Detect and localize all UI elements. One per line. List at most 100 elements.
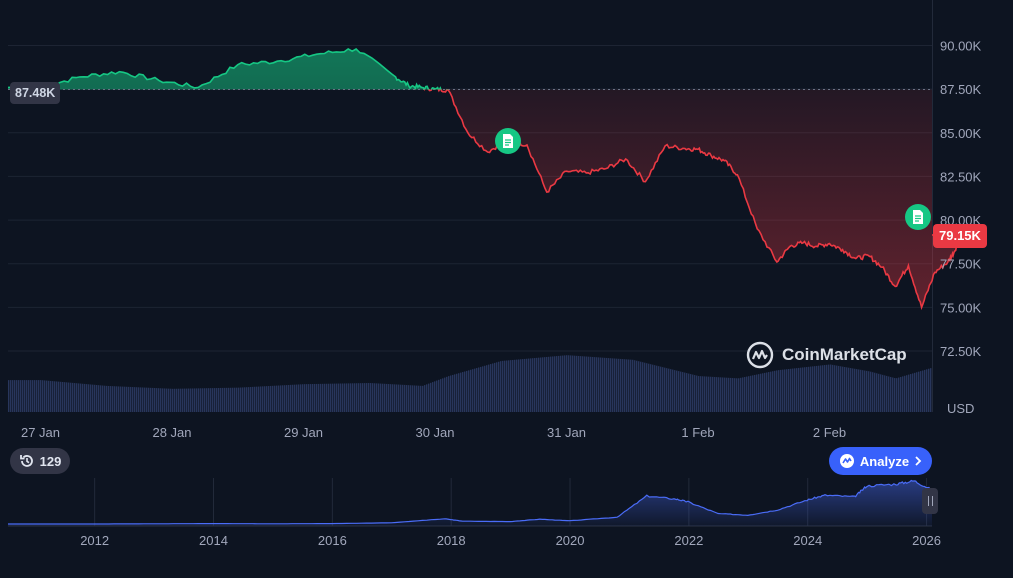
ai-sparkle-icon (839, 454, 854, 468)
volume-bar (862, 370, 864, 412)
volume-bar (680, 371, 682, 412)
volume-bar (894, 378, 896, 412)
history-count: 129 (39, 453, 62, 469)
range-drag-handle[interactable] (922, 488, 938, 514)
volume-bar (176, 388, 178, 412)
news-marker-icon[interactable] (495, 128, 521, 154)
volume-bar (504, 360, 506, 412)
x-tick-label: 29 Jan (284, 425, 323, 440)
volume-bar (320, 383, 322, 412)
volume-bar (824, 365, 826, 412)
y-axis-ticks: 90.00K87.50K85.00K82.50K80.00K77.50K75.0… (940, 39, 982, 360)
volume-bar (244, 387, 246, 412)
volume-bar (790, 368, 792, 412)
volume-bar (374, 383, 376, 412)
volume-bar (94, 384, 96, 412)
volume-bar (462, 372, 464, 412)
volume-bar (16, 380, 18, 412)
volume-bar (524, 358, 526, 412)
volume-bar (696, 375, 698, 412)
volume-bar (414, 385, 416, 412)
volume-bar (276, 385, 278, 412)
volume-bar (284, 385, 286, 412)
overview-year-label: 2016 (318, 533, 347, 548)
volume-bar (776, 370, 778, 412)
volume-bar (364, 383, 366, 412)
volume-bar (930, 368, 932, 412)
volume-bar (20, 380, 22, 412)
volume-bar (498, 361, 500, 412)
volume-bar (664, 367, 666, 412)
volume-bar (478, 367, 480, 412)
volume-bar (540, 357, 542, 412)
volume-bar (122, 386, 124, 412)
volume-bar (722, 377, 724, 412)
volume-bar (438, 379, 440, 412)
volume-bar (714, 376, 716, 412)
overview-year-label: 2020 (556, 533, 585, 548)
volume-bar (568, 355, 570, 412)
volume-bar (644, 362, 646, 412)
volume-bar (904, 375, 906, 412)
volume-bar (92, 384, 94, 412)
volume-bar (224, 387, 226, 412)
volume-bar (620, 358, 622, 412)
analyze-button[interactable]: Analyze (829, 447, 932, 475)
volume-bar (606, 357, 608, 412)
volume-bar (160, 388, 162, 412)
history-button[interactable]: 129 (10, 448, 70, 474)
volume-bar (152, 387, 154, 412)
volume-bar (494, 362, 496, 412)
volume-bar (148, 387, 150, 412)
volume-bar (616, 358, 618, 412)
volume-bar (870, 371, 872, 412)
volume-bar (576, 355, 578, 412)
volume-bar (676, 370, 678, 412)
volume-bar (864, 370, 866, 412)
volume-bar (656, 365, 658, 412)
volume-bar (798, 367, 800, 412)
volume-bar (554, 356, 556, 412)
volume-bar (816, 365, 818, 412)
volume-bar (460, 372, 462, 412)
volume-bar (704, 376, 706, 412)
volume-bar (834, 365, 836, 412)
volume-bar (488, 364, 490, 412)
volume-bar (586, 356, 588, 412)
history-icon (19, 455, 33, 467)
volume-bar (812, 366, 814, 412)
volume-bar (502, 360, 504, 412)
volume-bar (558, 355, 560, 412)
volume-bar (782, 369, 784, 412)
volume-bar (640, 361, 642, 412)
volume-bar (78, 383, 80, 412)
volume-bar (286, 385, 288, 412)
volume-bar (340, 383, 342, 412)
x-tick-label: 28 Jan (152, 425, 191, 440)
overview-year-label: 2022 (674, 533, 703, 548)
volume-bar (74, 383, 76, 412)
volume-bar (138, 387, 140, 412)
price-area-up (8, 48, 441, 90)
overview-year-label: 2024 (793, 533, 822, 548)
y-tick-label: 77.50K (940, 257, 982, 272)
volume-bar (274, 385, 276, 412)
volume-bar (110, 386, 112, 412)
volume-bar (180, 388, 182, 412)
volume-bar (506, 360, 508, 412)
volume-bar (804, 367, 806, 412)
volume-bar (406, 385, 408, 412)
volume-bar (612, 358, 614, 412)
volume-bar (386, 383, 388, 412)
volume-bar (720, 377, 722, 412)
news-marker-icon[interactable] (905, 204, 931, 230)
volume-bar (38, 380, 40, 412)
volume-bar (142, 387, 144, 412)
volume-bar (846, 367, 848, 412)
volume-bar (208, 388, 210, 412)
volume-bar (544, 357, 546, 412)
volume-bar (382, 383, 384, 412)
volume-bar (596, 357, 598, 412)
volume-bar (24, 380, 26, 412)
volume-bar (106, 385, 108, 412)
